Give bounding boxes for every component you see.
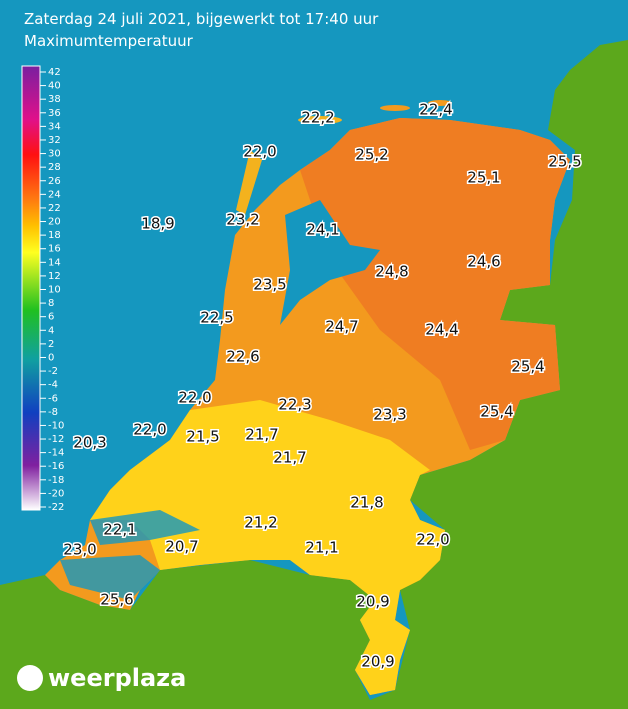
legend-label: 2 — [48, 339, 54, 350]
station-value: 21,7 — [273, 449, 306, 467]
title: Zaterdag 24 juli 2021, bijgewerkt tot 17… — [24, 10, 379, 28]
mild-zone — [90, 400, 445, 695]
legend-label: -10 — [48, 420, 64, 431]
legend-label: 18 — [48, 230, 61, 241]
island — [428, 100, 452, 106]
station-value: 24,4 — [425, 321, 458, 339]
island — [298, 116, 342, 124]
legend-label: 6 — [48, 312, 54, 323]
legend-label: 10 — [48, 285, 61, 296]
station-value: 25,2 — [355, 146, 388, 164]
logo: weerplaza — [48, 664, 186, 692]
legend-label: 38 — [48, 94, 61, 105]
legend-label: 36 — [48, 108, 61, 119]
station-value: 22,0 — [416, 531, 449, 549]
station-value: 23,3 — [373, 406, 406, 424]
legend-label: 32 — [48, 135, 61, 146]
station-value: 20,3 — [73, 434, 106, 452]
station-value: 24,6 — [467, 253, 500, 271]
station-value: 22,2 — [301, 109, 334, 127]
station-value: 20,9 — [356, 593, 389, 611]
station-value: 25,1 — [467, 169, 500, 187]
ijsselmeer — [280, 200, 380, 325]
station-value: 20,7 — [165, 538, 198, 556]
legend-label: 16 — [48, 244, 61, 255]
station-value: 23,5 — [253, 276, 286, 294]
station-value: 18,9 — [141, 215, 174, 233]
germany — [370, 40, 628, 709]
island — [236, 150, 262, 215]
legend-label: -22 — [48, 502, 64, 513]
legend-label: 40 — [48, 81, 61, 92]
legend-bar — [21, 65, 41, 511]
logo-icon — [17, 665, 43, 691]
station-value: 25,4 — [511, 358, 544, 376]
legend-label: 8 — [48, 298, 54, 309]
legend-label: 0 — [48, 352, 54, 363]
legend-label: 20 — [48, 217, 61, 228]
belgium — [0, 560, 375, 709]
station-value: 23,2 — [226, 211, 259, 229]
station-value: 21,7 — [245, 426, 278, 444]
station-value: 25,4 — [480, 403, 513, 421]
station-value: 22,3 — [278, 396, 311, 414]
legend-label: -4 — [48, 380, 58, 391]
station-value: 24,7 — [325, 318, 358, 336]
station-value: 25,6 — [100, 591, 133, 609]
legend-label: 4 — [48, 325, 54, 336]
legend-label: 42 — [48, 67, 61, 78]
legend-label: -6 — [48, 393, 58, 404]
legend-label: 22 — [48, 203, 61, 214]
station-value: 24,8 — [375, 263, 408, 281]
legend-label: 28 — [48, 162, 61, 173]
station-value: 22,4 — [419, 101, 452, 119]
station-value: 22,6 — [226, 348, 259, 366]
legend-label: 30 — [48, 149, 61, 160]
island — [380, 105, 410, 111]
legend-label: -16 — [48, 461, 64, 472]
station-value: 20,9 — [361, 653, 394, 671]
station-value: 22,0 — [243, 143, 276, 161]
station-value: 21,2 — [244, 514, 277, 532]
legend-label: 14 — [48, 257, 61, 268]
estuary — [60, 510, 200, 600]
station-value: 22,0 — [133, 421, 166, 439]
station-value: 23,0 — [63, 541, 96, 559]
legend-label: -20 — [48, 488, 64, 499]
station-value: 24,1 — [306, 221, 339, 239]
legend-label: -2 — [48, 366, 58, 377]
station-value: 22,5 — [200, 309, 233, 327]
legend-label: 26 — [48, 176, 61, 187]
station-value: 21,5 — [186, 428, 219, 446]
legend-label: -14 — [48, 448, 64, 459]
station-value: 25,5 — [548, 153, 581, 171]
legend-label: 12 — [48, 271, 61, 282]
station-value: 21,8 — [350, 494, 383, 512]
legend-label: 34 — [48, 121, 61, 132]
legend-label: -18 — [48, 475, 64, 486]
legend-label: 24 — [48, 189, 61, 200]
station-value: 21,1 — [305, 539, 338, 557]
station-value: 22,1 — [103, 521, 136, 539]
subtitle: Maximumtemperatuur — [24, 32, 194, 50]
legend-label: -8 — [48, 407, 58, 418]
warm-zone — [300, 118, 570, 450]
station-value: 22,0 — [178, 389, 211, 407]
legend-label: -12 — [48, 434, 64, 445]
